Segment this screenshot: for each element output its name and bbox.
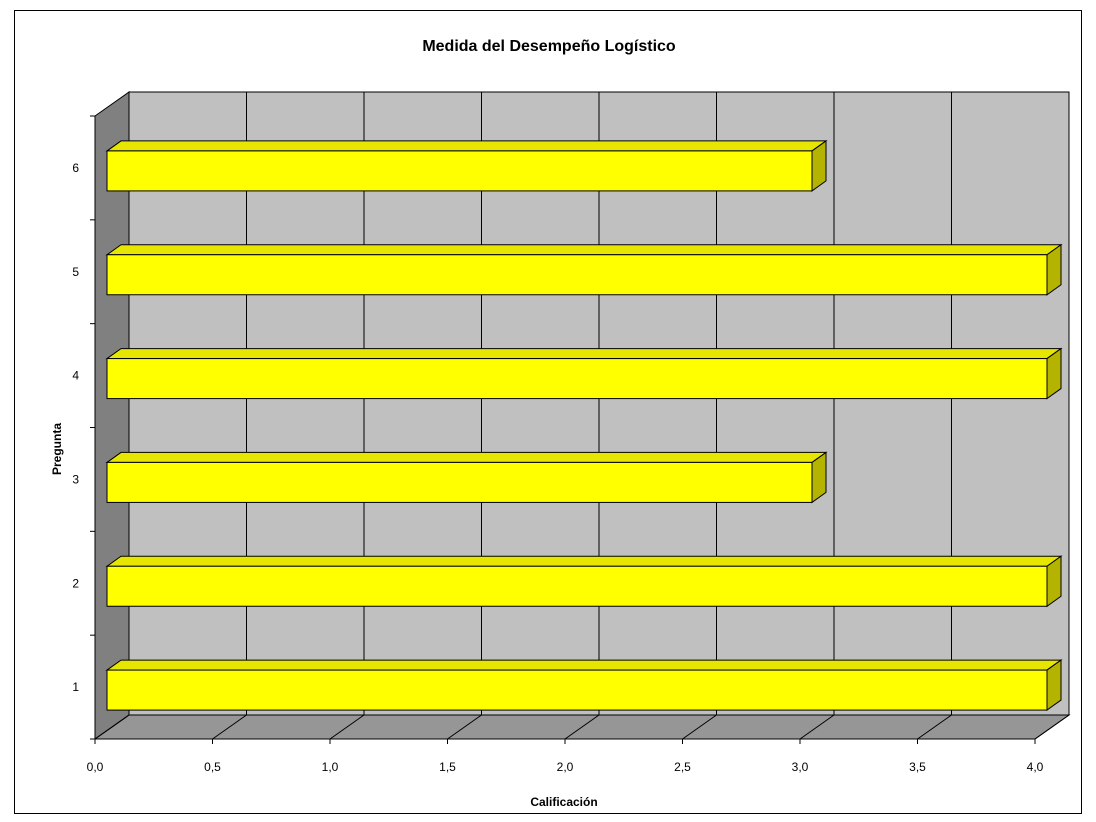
x-axis-ticks: 0,0 0,5 1,0 1,5 2,0 2,5 3,0 3,5 4,0 [87, 738, 1044, 774]
floor-line [329, 714, 365, 740]
y-tick-label: 3 [72, 472, 79, 486]
bar-front [106, 358, 1048, 400]
floor-line [917, 714, 952, 740]
floor-line [212, 714, 247, 740]
x-tick-label: 3,0 [792, 760, 809, 774]
floor-line [94, 714, 130, 740]
bar [105, 659, 1063, 712]
x-tick-label: 2,0 [557, 760, 574, 774]
x-axis-label: Calificación [530, 795, 597, 809]
gridlines [94, 92, 1070, 740]
x-tick-label: 2,5 [674, 760, 691, 774]
floor-line [1034, 714, 1070, 740]
bar-top [105, 555, 1063, 567]
y-tick-label: 5 [72, 265, 79, 279]
bar-top [105, 659, 1063, 671]
bar [105, 347, 1063, 400]
floor-line [447, 714, 482, 740]
bar-top [105, 348, 1063, 360]
floor-line [682, 714, 717, 740]
bar [105, 139, 828, 192]
x-tick-label: 4,0 [1027, 760, 1044, 774]
bar-top [105, 244, 1063, 256]
bar [105, 243, 1063, 296]
bar-front [106, 150, 813, 192]
x-tick-label: 0,0 [87, 760, 104, 774]
x-tick-label: 3,5 [909, 760, 926, 774]
bar-front [106, 254, 1048, 296]
bar-front [106, 461, 813, 503]
floor-line [564, 714, 600, 740]
bar-front [106, 565, 1048, 607]
bar-top [105, 451, 828, 463]
y-axis-ticks: 1 2 3 4 5 6 [72, 115, 96, 740]
bar [105, 451, 828, 504]
y-tick-label: 4 [72, 369, 79, 383]
bars [105, 139, 1063, 712]
bar-front [106, 669, 1048, 711]
floor-line [799, 714, 835, 740]
x-tick-label: 1,5 [439, 760, 456, 774]
x-tick-label: 1,0 [322, 760, 339, 774]
x-tick-label: 0,5 [204, 760, 221, 774]
y-tick-label: 6 [72, 161, 79, 175]
bar-top [105, 140, 828, 152]
chart-frame: Medida del Desempeño Logístico 0,0 0,5 1,0… [14, 10, 1082, 814]
bar-chart: Medida del Desempeño Logístico 0,0 0,5 1,0… [50, 38, 1071, 809]
chart-title: Medida del Desempeño Logístico [422, 38, 676, 55]
y-tick-label: 2 [72, 576, 79, 590]
y-tick-label: 1 [72, 680, 79, 694]
bar [105, 555, 1063, 608]
y-axis-label: Pregunta [50, 423, 64, 475]
